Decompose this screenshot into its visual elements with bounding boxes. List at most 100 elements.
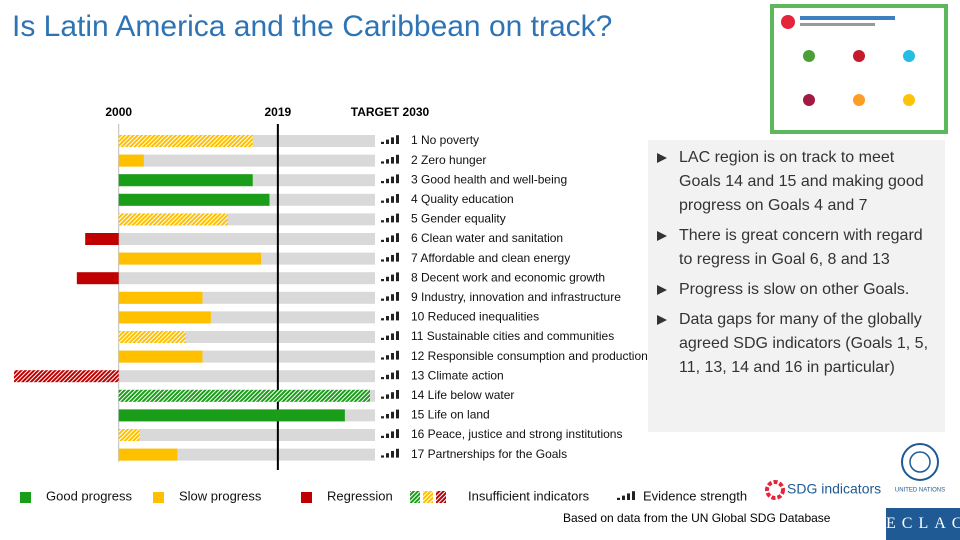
- evidence-icon: [381, 298, 384, 301]
- thumb-line: [800, 16, 895, 20]
- footer-note: Based on data from the UN Global SDG Dat…: [563, 511, 831, 525]
- goal-label: 11 Sustainable cities and communities: [411, 329, 614, 343]
- evidence-icon: [381, 416, 384, 419]
- bar: [118, 213, 228, 226]
- eclac-logo: ECLAC: [886, 508, 960, 540]
- goal-label: 14 Life below water: [411, 388, 514, 402]
- evidence-icon: [391, 137, 394, 144]
- evidence-icon: [391, 451, 394, 458]
- evidence-icon: [386, 296, 389, 301]
- evidence-icon: [381, 220, 384, 223]
- legend-label: Evidence strength: [643, 488, 747, 503]
- evidence-icon: [386, 316, 389, 321]
- thumb-icon: [903, 50, 915, 62]
- evidence-icon: [396, 448, 399, 458]
- bar: [118, 135, 253, 147]
- evidence-icon: [386, 394, 389, 399]
- legend-label: Regression: [327, 488, 393, 503]
- evidence-icon: [396, 154, 399, 164]
- evidence-icon: [391, 235, 394, 242]
- legend-swatch: [153, 492, 164, 503]
- evidence-icon: [386, 198, 389, 203]
- bar: [118, 389, 371, 402]
- evidence-icon: [381, 377, 384, 380]
- x-tick-label: 2019: [265, 105, 292, 119]
- thumb-icon: [853, 94, 865, 106]
- evidence-icon: [386, 433, 389, 438]
- evidence-icon: [391, 411, 394, 419]
- track: [118, 429, 376, 441]
- bar: [14, 370, 119, 383]
- x-tick-label: 2000: [105, 105, 132, 119]
- bar: [76, 272, 119, 285]
- evidence-icon: [386, 159, 389, 164]
- evidence-icon: [396, 429, 399, 438]
- track: [118, 370, 376, 383]
- legend-swatch: [410, 491, 420, 503]
- evidence-icon: [386, 453, 389, 458]
- thumb-icon: [803, 50, 815, 62]
- goal-label: 2 Zero hunger: [411, 153, 486, 167]
- evidence-icon: [381, 161, 384, 164]
- bar: [118, 409, 345, 422]
- goal-label: 8 Decent work and economic growth: [411, 270, 605, 284]
- evidence-icon: [396, 350, 399, 360]
- evidence-icon: [386, 414, 389, 419]
- evidence-icon: [396, 252, 399, 262]
- bar: [118, 448, 178, 461]
- evidence-icon: [396, 390, 399, 399]
- legend-swatch: [617, 497, 620, 500]
- bullet: Progress is slow on other Goals.: [648, 278, 945, 302]
- evidence-icon: [381, 396, 384, 399]
- bullet: There is great concern with regard to re…: [648, 224, 945, 272]
- track: [118, 233, 376, 245]
- thumb-icon: [781, 15, 795, 29]
- thumb-icon: [853, 50, 865, 62]
- bar: [118, 193, 270, 206]
- legend-swatch: [301, 492, 312, 503]
- evidence-icon: [381, 141, 384, 144]
- evidence-icon: [396, 213, 399, 223]
- evidence-icon: [391, 431, 394, 438]
- evidence-icon: [391, 294, 394, 301]
- evidence-icon: [386, 355, 389, 360]
- bar: [118, 291, 203, 304]
- evidence-icon: [391, 196, 394, 203]
- goal-label: 1 No poverty: [411, 133, 479, 147]
- track: [118, 154, 376, 167]
- evidence-icon: [391, 274, 394, 282]
- bar: [118, 429, 140, 441]
- goal-label: 17 Partnerships for the Goals: [411, 447, 567, 461]
- evidence-icon: [386, 257, 389, 262]
- legend-swatch: [20, 492, 31, 503]
- goal-label: 3 Good health and well-being: [411, 172, 567, 186]
- evidence-icon: [391, 392, 394, 399]
- legend-swatch: [423, 491, 433, 503]
- bar: [118, 350, 203, 363]
- evidence-icon: [386, 218, 389, 223]
- goal-label: 10 Reduced inequalities: [411, 310, 539, 324]
- evidence-icon: [386, 139, 389, 144]
- goal-label: 12 Responsible consumption and productio…: [411, 349, 648, 363]
- evidence-icon: [381, 279, 384, 282]
- legend-swatch: [622, 495, 625, 500]
- goal-label: 9 Industry, innovation and infrastructur…: [411, 290, 621, 304]
- slide-title: Is Latin America and the Caribbean on tr…: [12, 10, 613, 43]
- track: [118, 272, 376, 285]
- evidence-icon: [396, 292, 399, 301]
- bar: [118, 174, 253, 187]
- thumb-icon: [803, 94, 815, 106]
- bullet: LAC region is on track to meet Goals 14 …: [648, 146, 945, 218]
- evidence-icon: [386, 374, 389, 380]
- goal-label: 15 Life on land: [411, 408, 490, 422]
- goal-label: 7 Affordable and clean energy: [411, 251, 570, 265]
- evidence-icon: [391, 176, 394, 184]
- evidence-icon: [396, 409, 399, 419]
- evidence-icon: [381, 337, 384, 340]
- evidence-icon: [386, 335, 389, 340]
- evidence-icon: [396, 311, 399, 321]
- evidence-icon: [386, 237, 389, 242]
- evidence-icon: [391, 333, 394, 340]
